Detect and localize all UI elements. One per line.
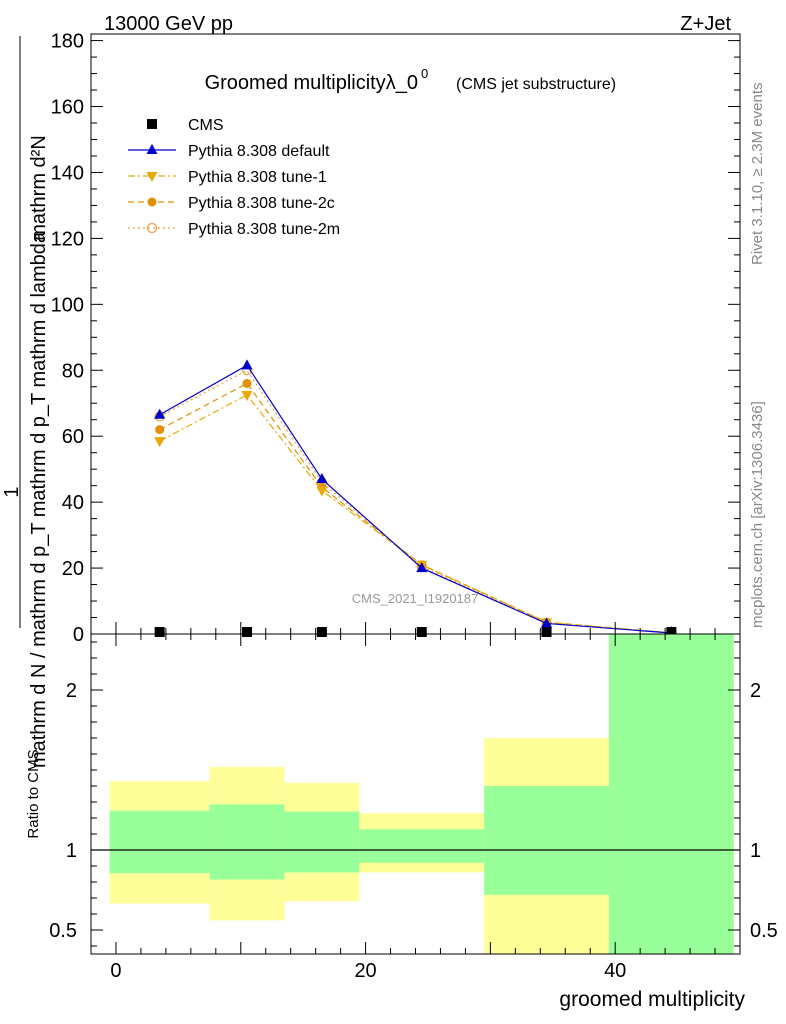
main-y-tick-label: 120 [51, 228, 84, 250]
ratio-y-label: Ratio to CMS [25, 749, 42, 838]
chart-title: Groomed multiplicityλ_0 [205, 72, 418, 94]
data-point-cms [316, 627, 327, 637]
ratio-x-axis: 0 20 40 [110, 634, 716, 982]
chart-title-superscript: 0 [421, 66, 428, 81]
x-axis-label: groomed multiplicity [559, 988, 745, 1011]
data-point-pythia-8-308-tune-1 [241, 390, 253, 401]
ratio-y-tick-label: 2 [66, 680, 77, 702]
main-y-tick-label: 20 [62, 558, 84, 580]
ratio-y-tick-label-right: 0.5 [750, 920, 778, 942]
main-y-tick-label: 80 [62, 360, 84, 382]
legend-label: Pythia 8.308 default [188, 143, 330, 160]
ratio-band-green [209, 804, 285, 880]
legend: CMS Pythia 8.308 default Pythia 8.308 tune… [128, 117, 340, 238]
x-tick-label: 20 [354, 960, 376, 982]
ratio-band-green [484, 786, 609, 895]
series-line-pythia-8-308-default [159, 364, 672, 634]
main-y-tick-label: 60 [62, 426, 84, 448]
chart-subtitle: (CMS jet substructure) [456, 76, 616, 93]
main-y-axis: 0 20 40 60 80 100 120 140 160 180 [51, 31, 740, 646]
data-point-cms [666, 627, 677, 637]
ratio-band-green [109, 810, 210, 874]
x-tick-label: 40 [604, 960, 626, 982]
ratio-y-axis: 0.5 0.5 1 1 2 2 [49, 641, 778, 947]
header-right: Z+Jet [680, 13, 731, 35]
main-y-tick-label: 100 [51, 294, 84, 316]
legend-marker [147, 197, 157, 207]
y-label-numerator: mathrm d²N [28, 135, 50, 241]
data-point-cms [541, 627, 552, 637]
data-point-pythia-8-308-default [416, 562, 428, 573]
data-point-cms [154, 627, 165, 637]
main-y-tick-label: 160 [51, 97, 84, 119]
data-point-pythia-8-308-default [241, 359, 253, 370]
data-point-pythia-8-308-default [154, 408, 166, 419]
main-y-tick-label: 0 [73, 624, 84, 646]
main-y-tick-label: 180 [51, 31, 84, 53]
y-label-denominator: mathrm d N / mathrm d p_T mathrm d p_T m… [28, 231, 50, 768]
legend-marker [147, 119, 157, 129]
y-label-top: 1 [1, 486, 23, 497]
main-y-tick-label: 140 [51, 162, 84, 184]
legend-label: Pythia 8.308 tune-2c [188, 195, 335, 212]
data-point-pythia-8-308-tune-1 [316, 486, 328, 497]
data-point-cms [416, 627, 427, 637]
legend-marker [146, 222, 158, 234]
data-point-pythia-8-308-default [316, 473, 328, 484]
ratio-bands [109, 634, 734, 954]
ratio-y-tick-label-right: 1 [750, 840, 761, 862]
series-line-pythia-8-308-tune-2c [159, 382, 672, 634]
legend-label: Pythia 8.308 tune-1 [188, 169, 327, 186]
ratio-y-tick-label: 1 [66, 840, 77, 862]
ratio-y-tick-label: 0.5 [49, 920, 77, 942]
legend-marker [146, 172, 158, 182]
ratio-panel: 0.5 0.5 1 1 2 2 0 20 40 Ratio to CMS groomed mu… [25, 633, 778, 1011]
data-point-pythia-8-308-tune-1 [154, 437, 166, 448]
main-y-label: 1 mathrm d²N mathrm d N / mathrm d p_T m… [1, 36, 50, 768]
main-x-ticks [115, 622, 716, 634]
analysis-watermark: CMS_2021_I1920187 [352, 591, 479, 606]
data-point-pythia-8-308-tune-2c [242, 378, 252, 388]
ratio-band-green [608, 634, 734, 954]
data-point-pythia-8-308-default [541, 617, 553, 628]
header-left: 13000 GeV pp [104, 13, 233, 35]
main-y-tick-label: 40 [62, 492, 84, 514]
data-point-cms [242, 627, 253, 637]
legend-label: Pythia 8.308 tune-2m [188, 221, 340, 238]
ratio-band-green [359, 829, 485, 863]
rivet-label: Rivet 3.1.10, ≥ 2.3M events [749, 83, 766, 266]
data-point-pythia-8-308-tune-2c [155, 425, 165, 435]
legend-marker [146, 144, 158, 154]
legend-label: CMS [188, 117, 224, 134]
mcplots-label: mcplots.cern.ch [arXiv:1306.3436] [749, 401, 766, 628]
main-data-layer [154, 359, 677, 638]
ratio-band-green [284, 811, 360, 873]
ratio-y-tick-label-right: 2 [750, 680, 761, 702]
x-tick-label: 0 [110, 960, 121, 982]
